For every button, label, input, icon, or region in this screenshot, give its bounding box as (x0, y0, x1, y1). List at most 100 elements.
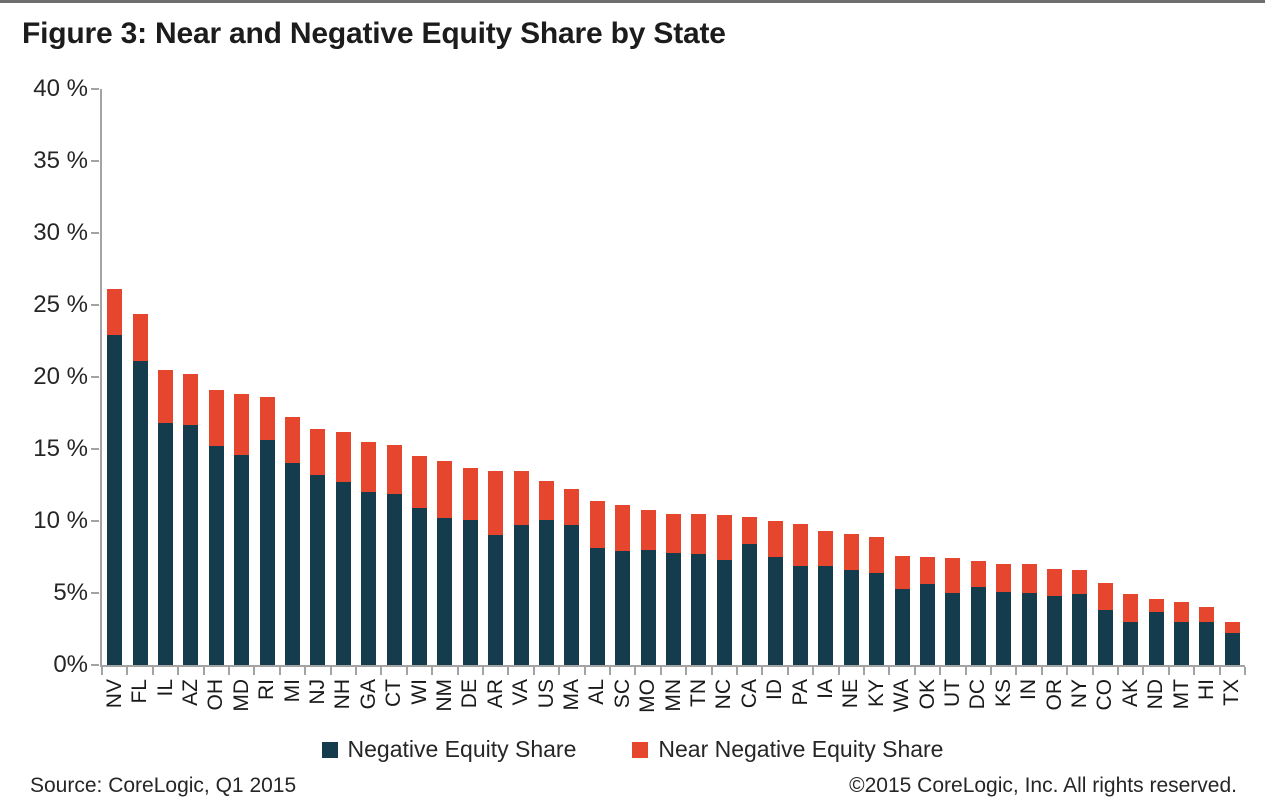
x-axis-tick-mark (761, 667, 764, 675)
x-axis-tick-mark (482, 667, 484, 675)
x-axis-tick-mark (786, 667, 789, 675)
y-axis-tick-mark (91, 664, 99, 666)
bar-segment-near-negative-WA (894, 555, 910, 589)
bar-TN (691, 513, 707, 665)
x-axis-tick-mark (1066, 667, 1069, 675)
bar-AZ (183, 374, 199, 665)
bar-segment-negative-NV (107, 335, 123, 665)
x-axis-tick-mark (685, 667, 688, 675)
bar-MI (285, 417, 300, 665)
bar-segment-negative-CA (742, 544, 758, 665)
x-axis-tick-mark (278, 667, 281, 675)
near-negative-equity-swatch-icon (632, 741, 649, 758)
bar-segment-near-negative-VA (513, 470, 529, 526)
bar-segment-negative-US (539, 519, 554, 665)
bar-segment-negative-MA (564, 525, 580, 665)
x-axis-label-DC: DC (966, 679, 990, 710)
y-axis-tick-mark (91, 304, 99, 306)
x-axis-tick-mark (253, 667, 256, 675)
bar-NV (107, 289, 123, 665)
bar-DE (462, 467, 478, 665)
x-axis-label-KS: KS (991, 679, 1015, 708)
x-axis-label-NM: NM (432, 679, 456, 712)
bar-IN (1021, 564, 1037, 665)
x-axis-label-US: US (534, 679, 558, 709)
y-axis-tick-mark (91, 592, 99, 594)
bar-segment-near-negative-NV (107, 289, 123, 336)
x-axis-label-DE: DE (458, 679, 482, 709)
x-axis-tick-mark (177, 667, 180, 675)
x-axis-label-TN: TN (686, 679, 710, 707)
bar-segment-near-negative-RI (259, 397, 275, 441)
y-axis-tick-mark (91, 376, 99, 378)
x-axis-label-SC: SC (610, 679, 634, 709)
x-axis-tick-mark (228, 667, 230, 675)
bar-segment-near-negative-TN (691, 513, 707, 555)
bar-UT (945, 558, 961, 665)
bar-segment-near-negative-CT (386, 444, 402, 494)
legend-item-near-negative-equity: Near Negative Equity Share (632, 736, 943, 763)
bar-segment-negative-OH (208, 446, 224, 665)
bar-segment-near-negative-NC (716, 515, 732, 560)
x-axis-tick-mark (1015, 667, 1018, 675)
x-axis-label-MA: MA (559, 679, 583, 711)
bar-segment-near-negative-AK (1123, 594, 1139, 622)
bar-segment-near-negative-KS (996, 564, 1012, 592)
bar-segment-near-negative-MO (640, 509, 656, 550)
bar-segment-negative-MI (285, 463, 300, 665)
x-axis-tick-mark (990, 667, 992, 675)
x-axis-label-AL: AL (585, 679, 609, 705)
bar-MA (564, 489, 580, 665)
x-axis-tick-mark (736, 667, 738, 675)
bar-segment-near-negative-AR (488, 470, 504, 536)
legend-item-negative-equity: Negative Equity Share (321, 736, 576, 763)
x-axis-tick-mark (101, 667, 103, 675)
bar-segment-near-negative-DC (970, 561, 986, 588)
x-axis-tick-mark (710, 667, 713, 675)
bar-segment-near-negative-ID (767, 521, 783, 557)
bar-TX (1224, 621, 1240, 665)
x-axis-label-CA: CA (737, 679, 761, 709)
bar-WA (894, 555, 910, 665)
bar-segment-negative-VA (513, 525, 529, 665)
y-axis-tick-mark (91, 520, 99, 522)
bar-RI (259, 397, 275, 665)
x-axis-tick-mark (964, 667, 967, 675)
bar-segment-negative-WI (412, 508, 427, 665)
bar-segment-negative-KS (996, 591, 1012, 665)
x-axis-label-NH: NH (331, 679, 355, 710)
x-axis-label-AK: AK (1118, 679, 1142, 708)
x-axis-tick-mark (1142, 667, 1145, 675)
x-axis-label-FL: FL (128, 679, 152, 704)
bar-segment-negative-CO (1097, 610, 1113, 665)
x-axis-tick-mark (329, 667, 332, 675)
bar-segment-negative-ND (1148, 611, 1164, 665)
x-axis-label-GA: GA (356, 679, 380, 710)
x-axis-label-NC: NC (712, 679, 736, 710)
bar-segment-near-negative-DE (462, 467, 478, 520)
bar-segment-near-negative-KY (869, 536, 885, 573)
bar-OH (208, 389, 224, 665)
x-axis-label-MO: MO (636, 679, 660, 713)
bar-KS (996, 564, 1012, 665)
y-axis-tick-label-15: 15 % (33, 435, 88, 462)
bar-segment-near-negative-NY (1072, 569, 1088, 595)
x-axis-tick-mark (913, 667, 916, 675)
bar-segment-near-negative-SC (615, 505, 631, 552)
x-axis-label-NY: NY (1067, 679, 1091, 709)
bar-segment-near-negative-MI (285, 417, 300, 464)
x-axis-label-MT: MT (1169, 679, 1193, 710)
bar-segment-near-negative-OR (1047, 568, 1062, 596)
x-axis-tick-mark (456, 667, 459, 675)
y-axis-tick-label-35: 35 % (33, 147, 88, 174)
bar-segment-negative-AR (488, 535, 504, 665)
bar-PA (793, 523, 808, 665)
bar-segment-near-negative-NH (335, 431, 351, 483)
x-axis-tick-mark (812, 667, 815, 675)
bar-segment-negative-SC (615, 551, 631, 665)
bar-segment-negative-IA (818, 565, 834, 665)
x-axis-label-CO: CO (1093, 679, 1117, 711)
x-axis-tick-mark (304, 667, 307, 675)
x-axis-tick-mark (405, 667, 408, 675)
bar-NC (716, 515, 732, 665)
